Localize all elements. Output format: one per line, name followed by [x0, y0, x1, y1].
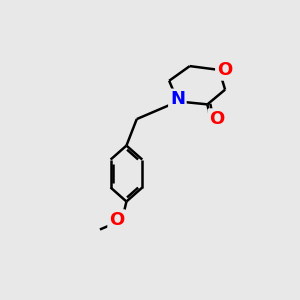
Text: N: N	[170, 90, 185, 108]
Text: O: O	[109, 211, 124, 229]
Text: O: O	[217, 61, 232, 79]
Text: O: O	[209, 110, 224, 128]
